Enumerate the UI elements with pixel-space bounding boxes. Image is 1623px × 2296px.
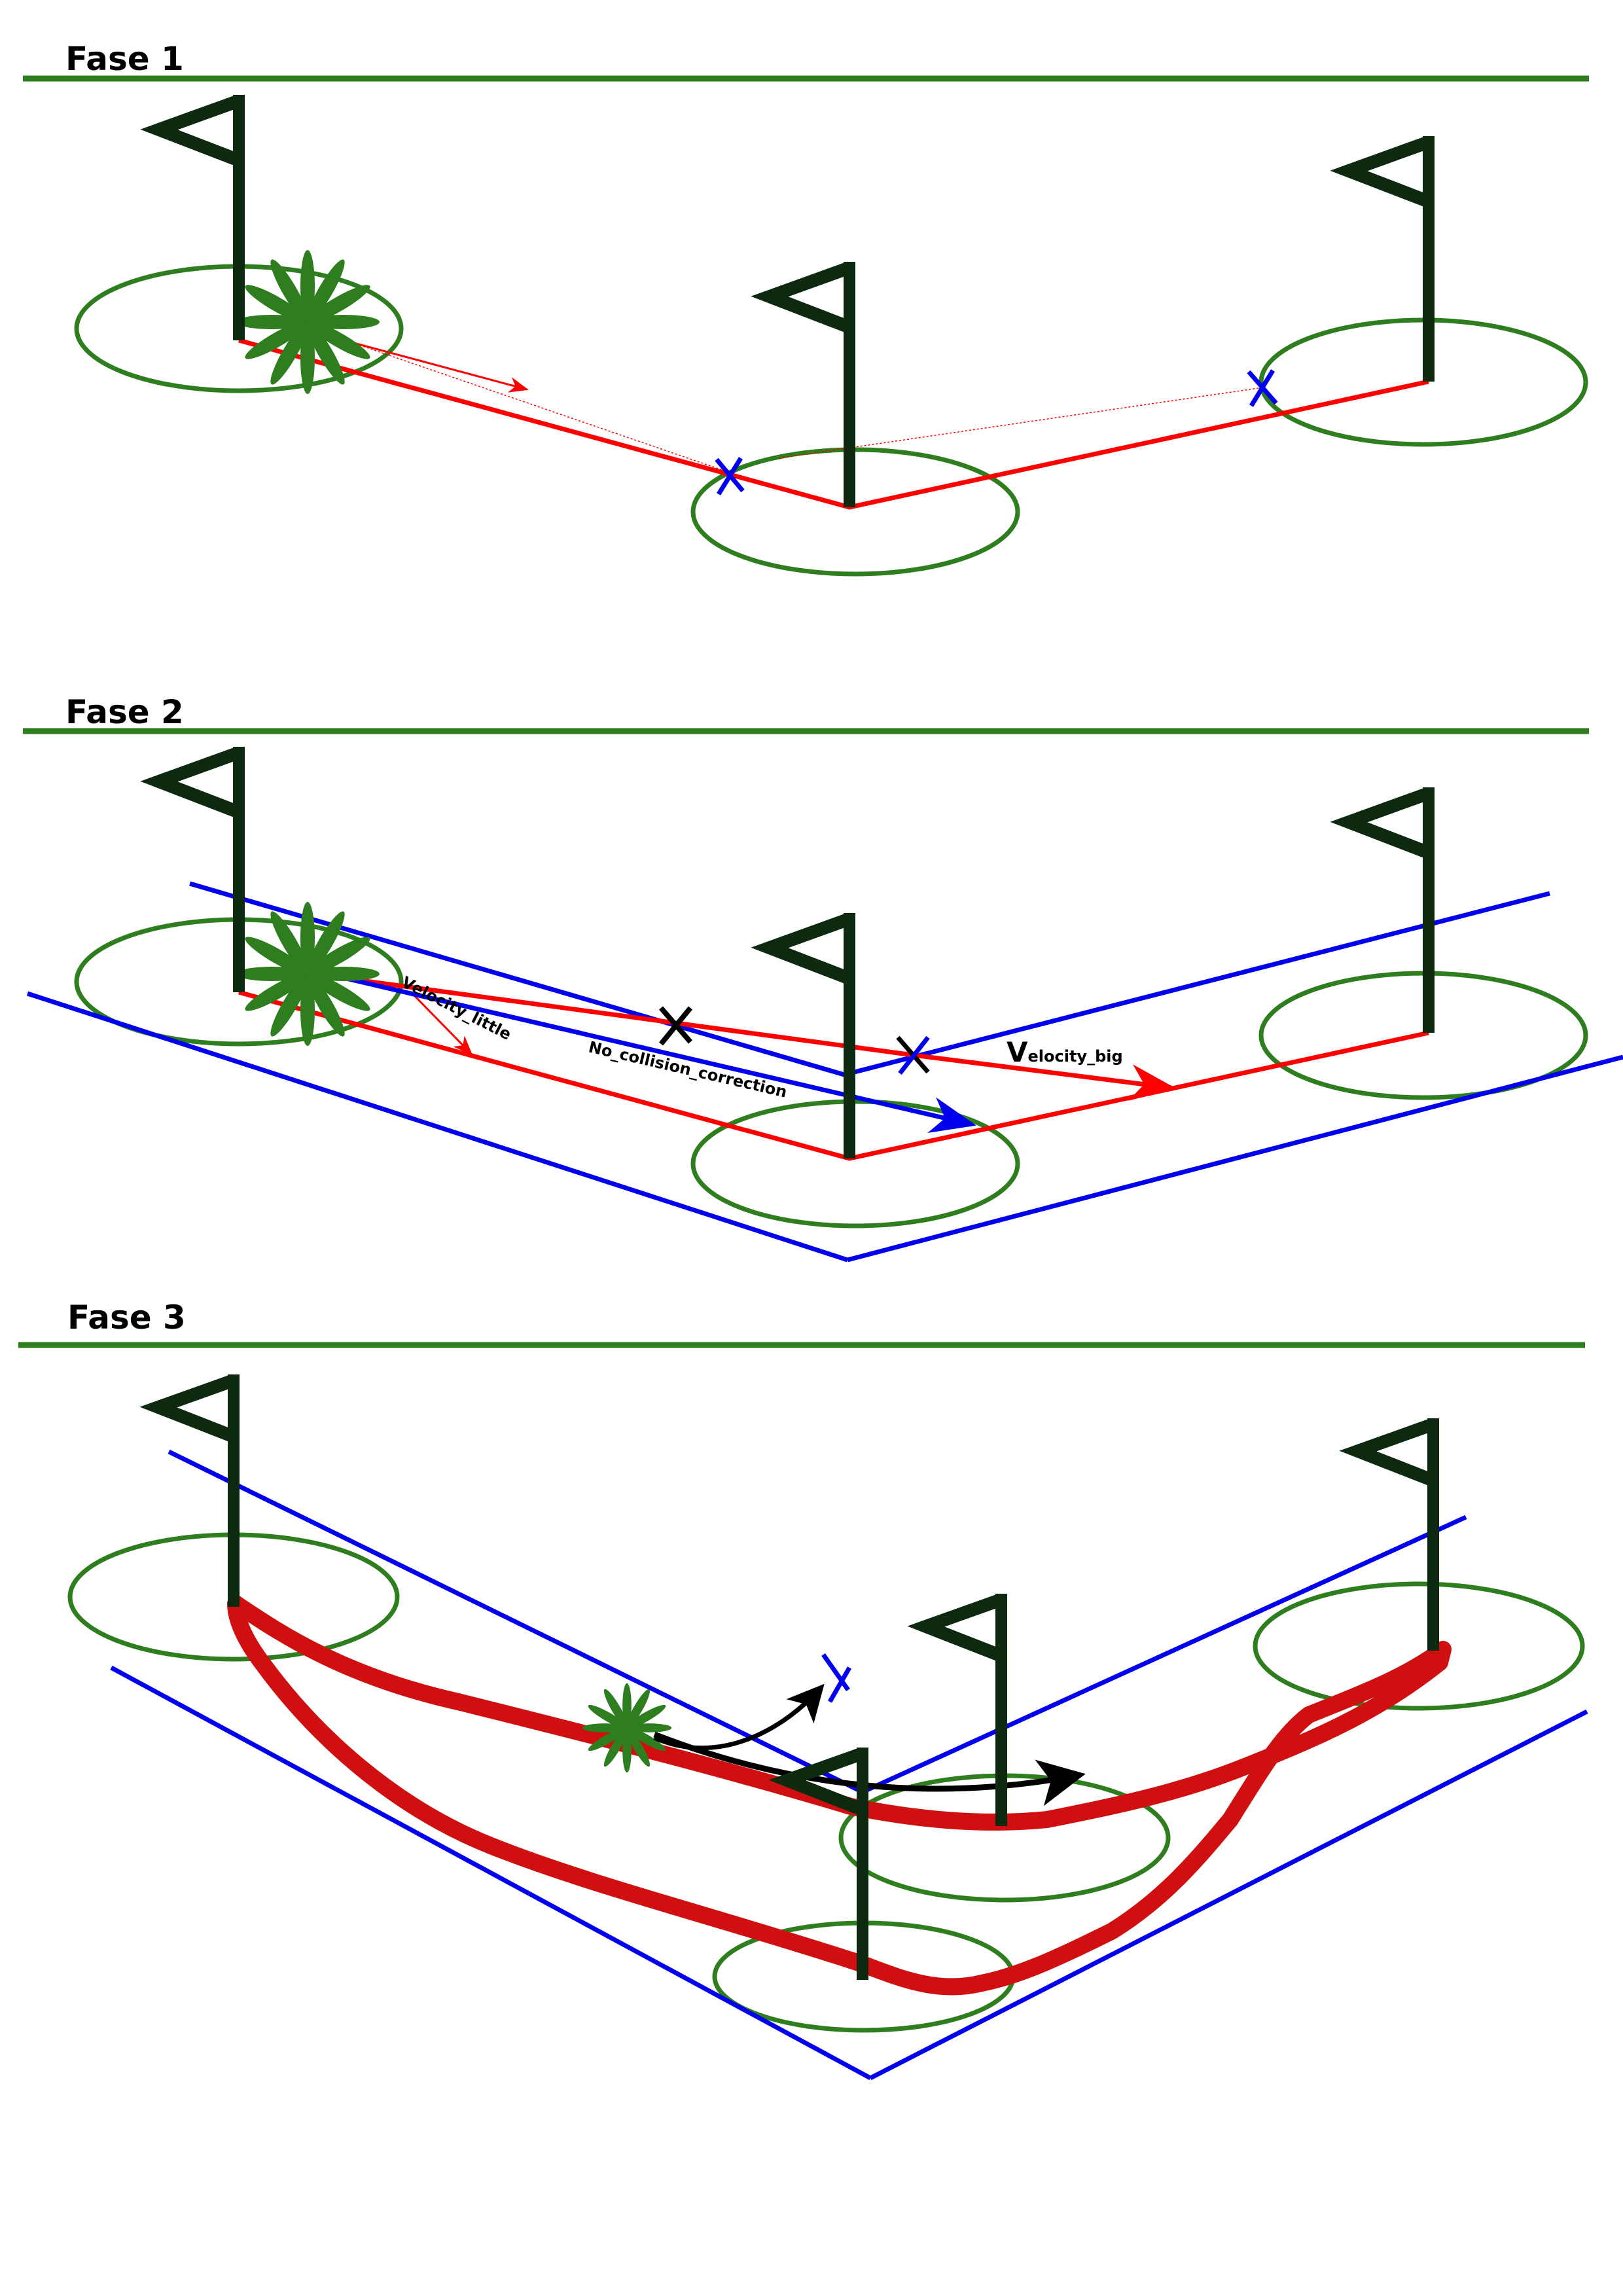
corridor-boundary-inner-left (168, 1449, 864, 1795)
no-collision-correction-arrow (312, 968, 976, 1133)
corridor-boundary-inner-right (861, 1515, 1467, 1795)
flag-icon-1 (159, 95, 239, 340)
velocity-big-label: Velocity_big (1007, 1036, 1123, 1068)
phase-1: Fase 1 (23, 40, 1589, 577)
blue-cross-marker-1 (715, 457, 745, 495)
flag-icon-3 (1358, 1418, 1433, 1651)
flag-icon-3 (1349, 787, 1429, 1033)
blue-cross-marker (821, 1653, 852, 1703)
projection-line-2 (778, 387, 1264, 459)
projection-line-1 (307, 327, 730, 473)
phase-2: Fase 2 Velocity_little No_collision_corr… (23, 693, 1623, 1263)
flag-icon-1 (159, 747, 239, 992)
phase-3-title: Fase 3 (67, 1299, 186, 1336)
velocity-little-label: Velocity_little (399, 973, 514, 1043)
flag-icon-2 (770, 262, 849, 507)
flag-icon-1 (158, 1374, 234, 1607)
corridor-boundary-outer-left (26, 991, 849, 1263)
black-cross-marker (658, 1006, 693, 1046)
corridor-boundary-outer-left (110, 1665, 872, 2081)
deflection-arrow (653, 1683, 825, 1751)
corridor-boundary-inner-left (189, 881, 845, 1077)
velocity-vector-line (307, 971, 914, 1058)
phase-3: Fase 3 (18, 1299, 1588, 2081)
waypoint-path (238, 338, 1429, 510)
phase-1-title: Fase 1 (65, 40, 184, 78)
trajectory-arrow (653, 1731, 1086, 1806)
corridor-boundary-inner-right (844, 891, 1550, 1077)
velocity-little-arrow (411, 992, 473, 1056)
flag-icon-3 (1349, 136, 1429, 382)
corridor-boundary-outer-right (869, 1709, 1588, 2081)
target-zone-3 (1253, 1581, 1585, 1711)
corridor-boundary-outer-right (847, 1054, 1623, 1263)
collision-cross-marker (896, 1035, 930, 1075)
velocity-big-arrow (912, 1052, 1176, 1101)
blue-cross-marker-2 (1247, 369, 1278, 407)
waypoint-path (238, 990, 1429, 1161)
planned-trajectory-loop (227, 1595, 1452, 1996)
phase-2-title: Fase 2 (65, 693, 184, 731)
